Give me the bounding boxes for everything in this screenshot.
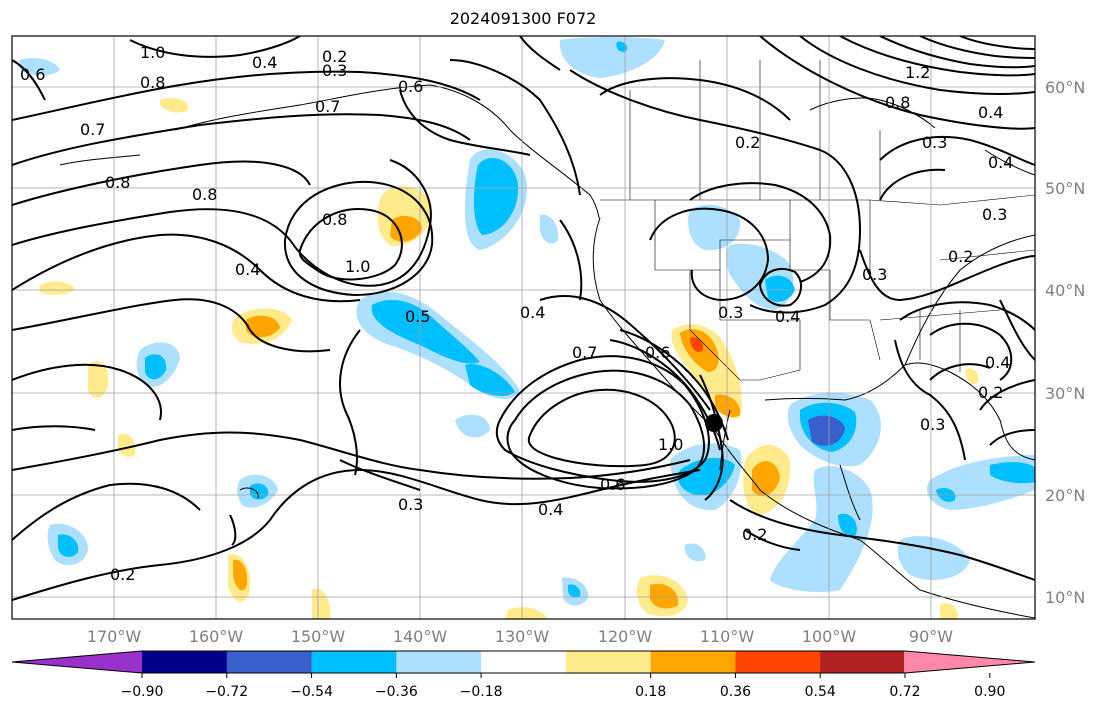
contour-label: 1.0 [345, 257, 370, 276]
contour-label: 0.8 [322, 210, 347, 229]
contour-label: 0.8 [192, 185, 217, 204]
colorbar-tick-label: −0.90 [120, 684, 164, 700]
contour-label-group: 1.0 0.8 0.2 0.3 0.4 0.6 0.6 0.7 0.7 0.8 … [20, 43, 1013, 584]
contour-label: 0.8 [105, 173, 130, 192]
contour-label: 0.2 [978, 383, 1003, 402]
contour-lines [12, 36, 1035, 601]
lat-tick-label: 40°N [1045, 281, 1086, 300]
colorbar-tick-label: −0.54 [290, 684, 333, 700]
colorbar-tick-label: 0.36 [719, 684, 752, 700]
contour-label: 0.4 [520, 303, 545, 322]
contour-label: 0.2 [742, 525, 767, 544]
contour-label: 0.2 [322, 47, 347, 66]
lon-tick-label: 150°W [290, 627, 346, 646]
contour-label: 0.3 [922, 133, 947, 152]
lon-tick-label: 140°W [392, 627, 448, 646]
contour-label: 0.6 [398, 77, 423, 96]
contour-label: 0.4 [988, 153, 1013, 172]
contour-label: 0.4 [538, 500, 563, 519]
lat-tick-label: 50°N [1045, 179, 1086, 198]
lat-tick-label: 30°N [1045, 384, 1086, 403]
contour-label: 0.2 [948, 247, 973, 266]
lon-tick-label: 110°W [699, 627, 755, 646]
graticule [12, 36, 1035, 619]
contour-label: 0.3 [398, 495, 423, 514]
contour-label: 0.3 [982, 205, 1007, 224]
shaded-anomaly-fields [20, 37, 1035, 619]
lon-tick-label: 130°W [494, 627, 550, 646]
lon-tick-label: 120°W [597, 627, 653, 646]
contour-label: 0.3 [322, 61, 347, 80]
lat-tick-label: 60°N [1045, 78, 1086, 97]
contour-label: 0.2 [735, 133, 760, 152]
contour-label: 0.4 [235, 260, 260, 279]
colorbar-tick-label: 0.72 [889, 684, 921, 700]
contour-label: 0.4 [978, 103, 1003, 122]
colorbar-tick-label: −0.18 [459, 684, 503, 700]
contour-label: 0.3 [718, 303, 743, 322]
contour-label: 0.7 [315, 97, 340, 116]
lon-tick-label: 90°W [908, 627, 954, 646]
contour-label: 0.5 [405, 307, 430, 326]
contour-label: 0.7 [80, 120, 105, 139]
contour-label: 0.4 [775, 307, 800, 326]
contour-label: 0.2 [110, 565, 135, 584]
tropical-storm-center-icon [705, 414, 723, 432]
map-frame [11, 35, 1036, 620]
colorbar-tick-label: −0.72 [205, 684, 249, 700]
contour-label: 0.8 [885, 93, 910, 112]
contour-label: 0.8 [140, 73, 165, 92]
colorbar-tick-label: 0.18 [635, 684, 667, 700]
contour-label: 0.6 [600, 475, 625, 494]
colorbar-tick-label: −0.36 [374, 684, 418, 700]
political-borders [600, 60, 1035, 381]
contour-label: 0.7 [572, 343, 597, 362]
contour-label: 1.0 [140, 43, 165, 62]
contour-label: 0.6 [645, 343, 670, 362]
colorbar-tick-label: 0.90 [974, 684, 1006, 700]
contour-label: 0.4 [985, 353, 1010, 372]
lat-tick-label: 10°N [1045, 588, 1086, 607]
lon-tick-label: 160°W [188, 627, 244, 646]
contour-label: 0.3 [920, 415, 945, 434]
contour-label: 1.0 [658, 435, 683, 454]
lat-tick-label: 20°N [1045, 486, 1086, 505]
colorbar-tick-label: 0.54 [804, 684, 836, 700]
lon-tick-label: 100°W [801, 627, 857, 646]
contour-label: 0.3 [862, 265, 887, 284]
contour-label: 1.2 [905, 63, 930, 82]
lon-tick-label: 170°W [86, 627, 142, 646]
contour-label: 0.6 [20, 65, 45, 84]
contour-label: 0.4 [252, 53, 277, 72]
map-title: 2024091300 F072 [449, 9, 597, 28]
